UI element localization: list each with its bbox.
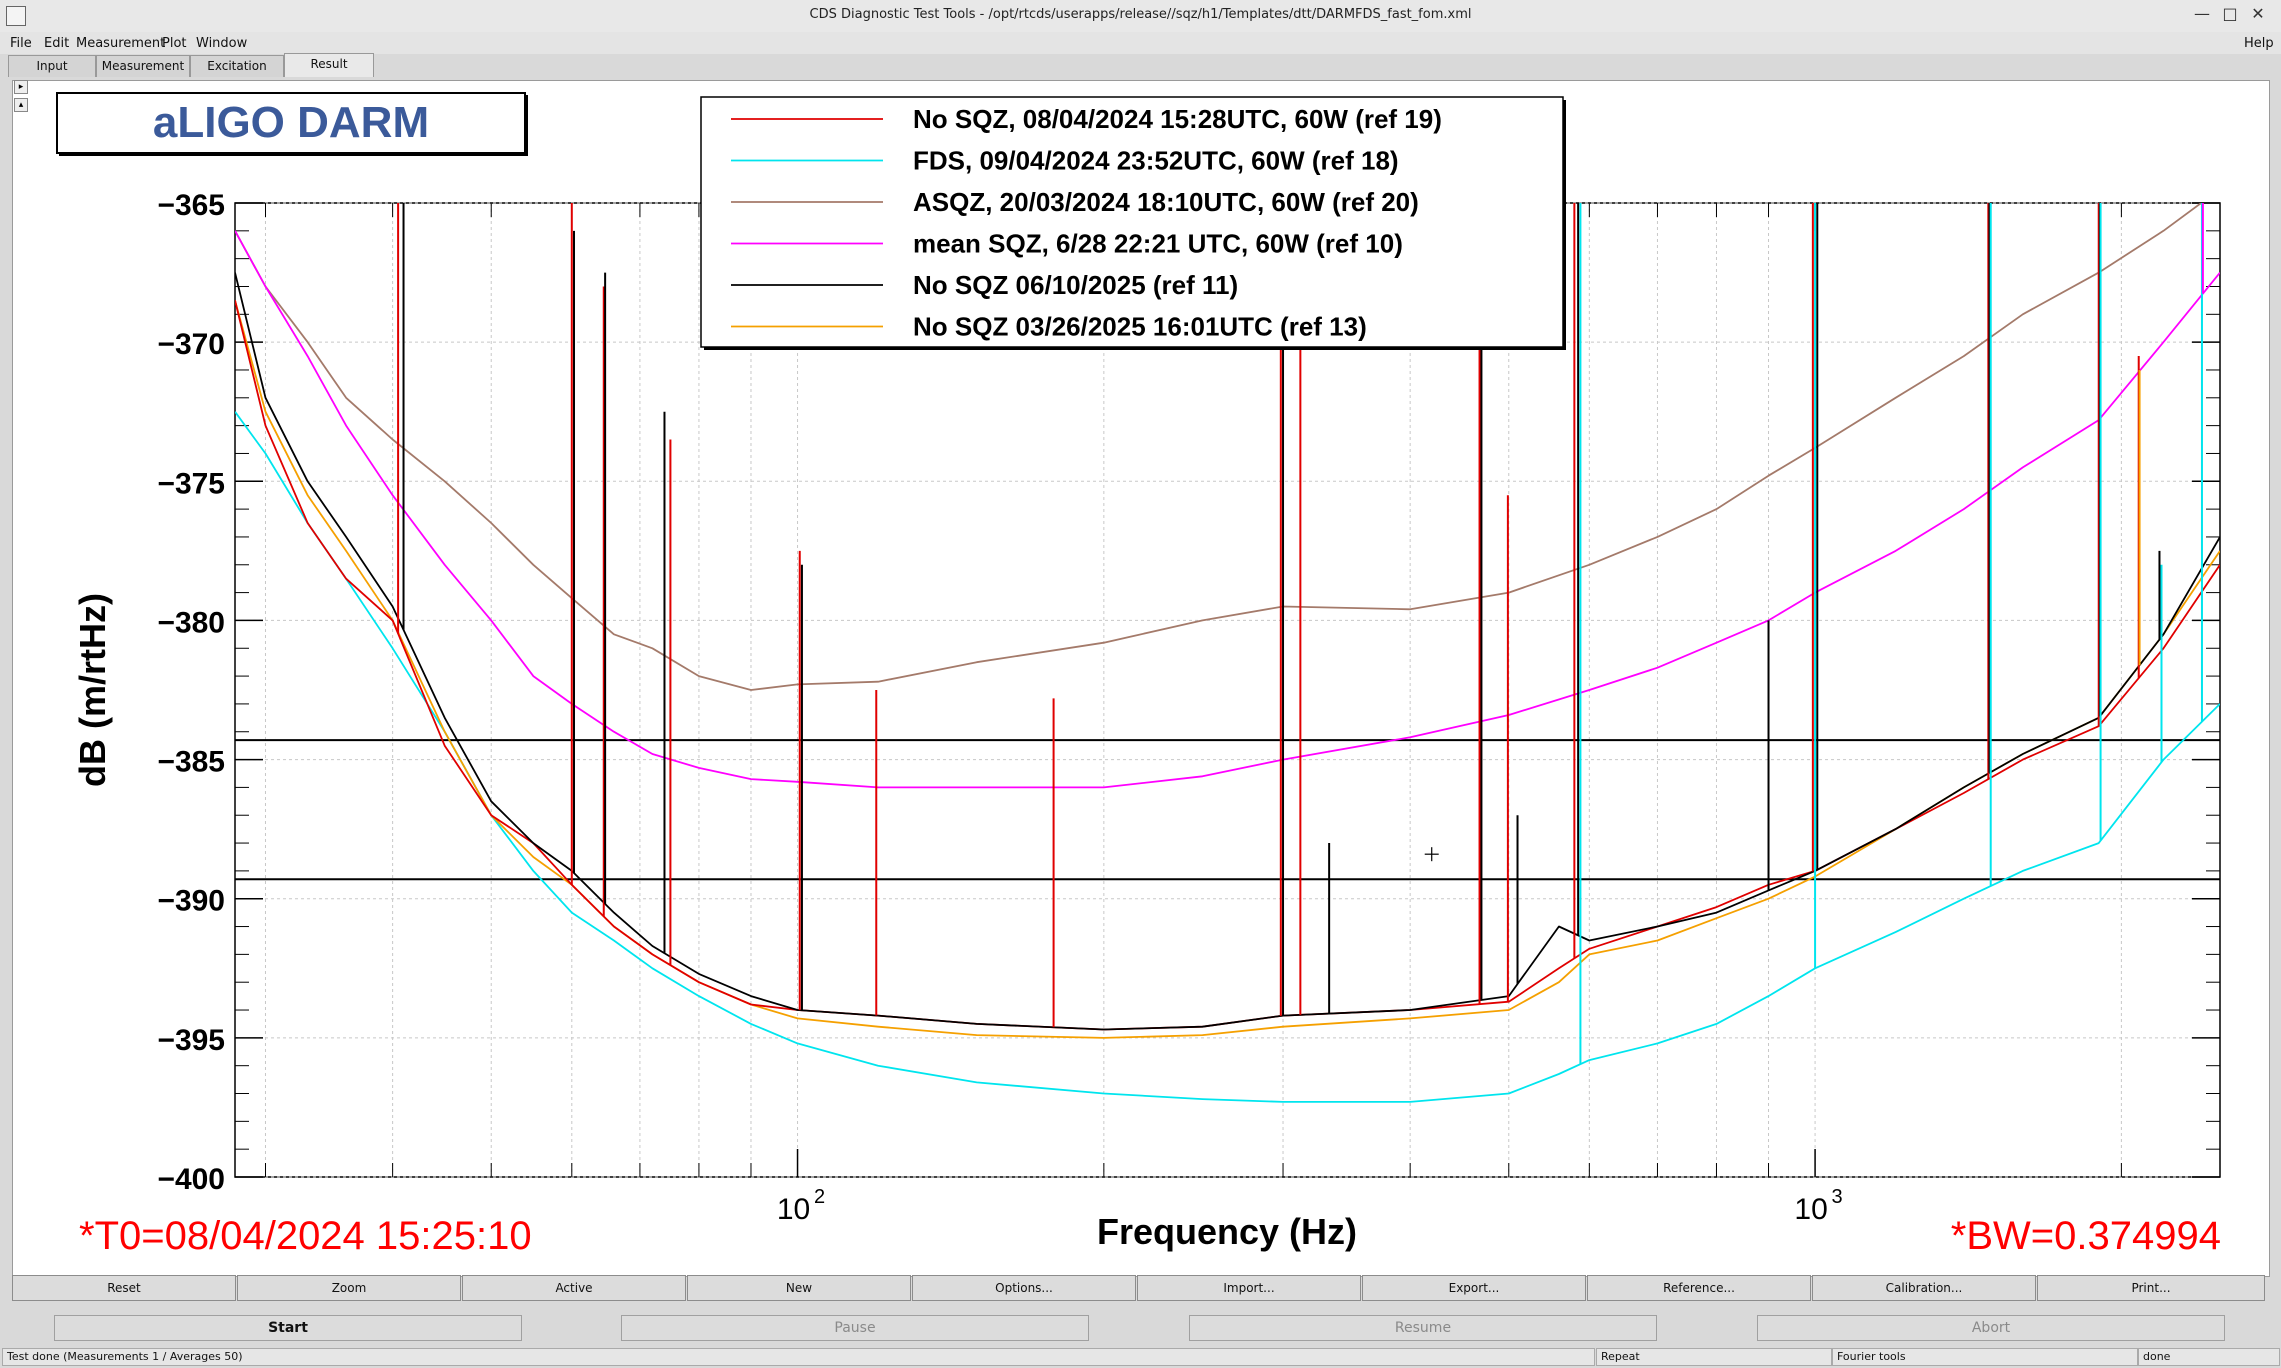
y-axis-label: dB (m/rtHz) [72,593,113,787]
legend-label: ASQZ, 20/03/2024 18:10UTC, 60W (ref 20) [913,187,1419,217]
legend-box [700,96,1564,348]
y-tick-label: −385 [157,746,225,779]
y-tick-label: −380 [157,606,225,639]
legend-label: FDS, 09/04/2024 23:52UTC, 60W (ref 18) [913,146,1399,176]
plot-button-row: Reset Zoom Active New Options... Import.… [12,1275,2268,1301]
menu-window[interactable]: Window [196,36,248,51]
legend-label: No SQZ 06/10/2025 (ref 11) [913,270,1238,300]
new-button[interactable]: New [687,1275,911,1301]
reference-button[interactable]: Reference... [1587,1275,1811,1301]
status-message: Test done (Measurements 1 / Averages 50) [2,1348,1595,1366]
active-button[interactable]: Active [462,1275,686,1301]
zoom-button[interactable]: Zoom [237,1275,461,1301]
status-repeat: Repeat [1596,1348,1832,1366]
export-button[interactable]: Export... [1362,1275,1586,1301]
series-line [235,230,2220,789]
legend-label: mean SQZ, 6/28 22:21 UTC, 60W (ref 10) [913,229,1403,259]
x-tick-exponent: 3 [1832,1186,1843,1208]
legend-shadow-bottom [704,347,1566,350]
start-button[interactable]: Start [54,1315,522,1341]
pause-button[interactable]: Pause [621,1315,1089,1341]
maximize-icon[interactable]: □ [2222,4,2238,23]
y-tick-label: −370 [157,328,225,361]
tab-input[interactable]: Input [8,55,96,77]
y-tick-label: −395 [157,1024,225,1057]
chart-title-shadow [525,95,528,155]
minimize-icon[interactable]: — [2194,4,2210,23]
y-tick-label: −375 [157,467,225,500]
app-icon [6,6,26,26]
x-axis-ticks: 10 2 10 3 [264,203,2122,1226]
print-button[interactable]: Print... [2037,1275,2265,1301]
close-icon[interactable]: ✕ [2251,4,2265,23]
measurement-control-row: Start Pause Resume Abort [0,1315,2281,1341]
arrow-up-icon[interactable]: ▴ [14,98,28,112]
darm-chart[interactable]: aLIGO DARM −365−370−375−380−385−390−395−… [13,81,2269,1276]
resume-button[interactable]: Resume [1189,1315,1657,1341]
calibration-button[interactable]: Calibration... [1812,1275,2036,1301]
plot-frame [234,202,2221,1178]
legend-label: No SQZ, 08/04/2024 15:28UTC, 60W (ref 19… [913,104,1442,134]
series-group [235,203,2220,1103]
bw-annotation: *BW=0.374994 [1951,1214,2221,1258]
chart-legend: No SQZ, 08/04/2024 15:28UTC, 60W (ref 19… [700,96,1566,350]
menu-edit[interactable]: Edit [44,36,70,51]
tab-excitation[interactable]: Excitation [190,55,284,77]
x-tick-exponent: 2 [814,1186,825,1208]
menu-measurement[interactable]: Measurement [76,36,166,51]
y-tick-label: −365 [157,189,225,222]
window-titlebar: CDS Diagnostic Test Tools - /opt/rtcds/u… [0,0,2281,33]
legend-shadow-right [1563,100,1566,350]
menu-plot[interactable]: Plot [162,36,187,51]
menu-help[interactable]: Help [2244,36,2274,51]
menu-file[interactable]: File [10,36,32,51]
menu-bar: File Edit Measurement Plot Window Help [0,32,2281,54]
series-line [235,203,2203,691]
y-tick-label: −400 [157,1163,225,1196]
t0-annotation: *T0=08/04/2024 15:25:10 [79,1214,532,1258]
status-state: done [2138,1348,2280,1366]
chart-title: aLIGO DARM [153,98,429,147]
series-line [235,300,2220,1039]
import-button[interactable]: Import... [1137,1275,1361,1301]
plot-panel: aLIGO DARM −365 −370 −375 −380 −385 −390 −395−… [12,80,2270,1277]
legend-label: No SQZ 03/26/2025 16:01UTC (ref 13) [913,312,1367,342]
options-button[interactable]: Options... [912,1275,1136,1301]
cursor-marker [1424,847,1439,862]
x-tick-label: 10 [777,1193,810,1226]
arrow-right-icon[interactable]: ▸ [14,80,28,94]
reset-button[interactable]: Reset [12,1275,236,1301]
chart-title-shadow-bottom [59,153,528,156]
status-bar: Test done (Measurements 1 / Averages 50)… [0,1346,2281,1368]
x-tick-label: 10 [1794,1193,1827,1226]
series-line [235,272,2220,1031]
window-title: CDS Diagnostic Test Tools - /opt/rtcds/u… [809,7,1472,22]
tab-measurement[interactable]: Measurement [96,55,190,77]
abort-button[interactable]: Abort [1757,1315,2225,1341]
side-strip: ▸ ▴ [14,80,28,124]
status-tools: Fourier tools [1832,1348,2138,1366]
tab-result[interactable]: Result [284,53,374,77]
y-tick-label: −390 [157,885,225,918]
chart-title-box [56,92,526,154]
y-axis-ticks: −365 −370 −375 −380 −385 −390 −395 −400 [157,189,2220,1196]
x-axis-label: Frequency (Hz) [1097,1211,1357,1252]
